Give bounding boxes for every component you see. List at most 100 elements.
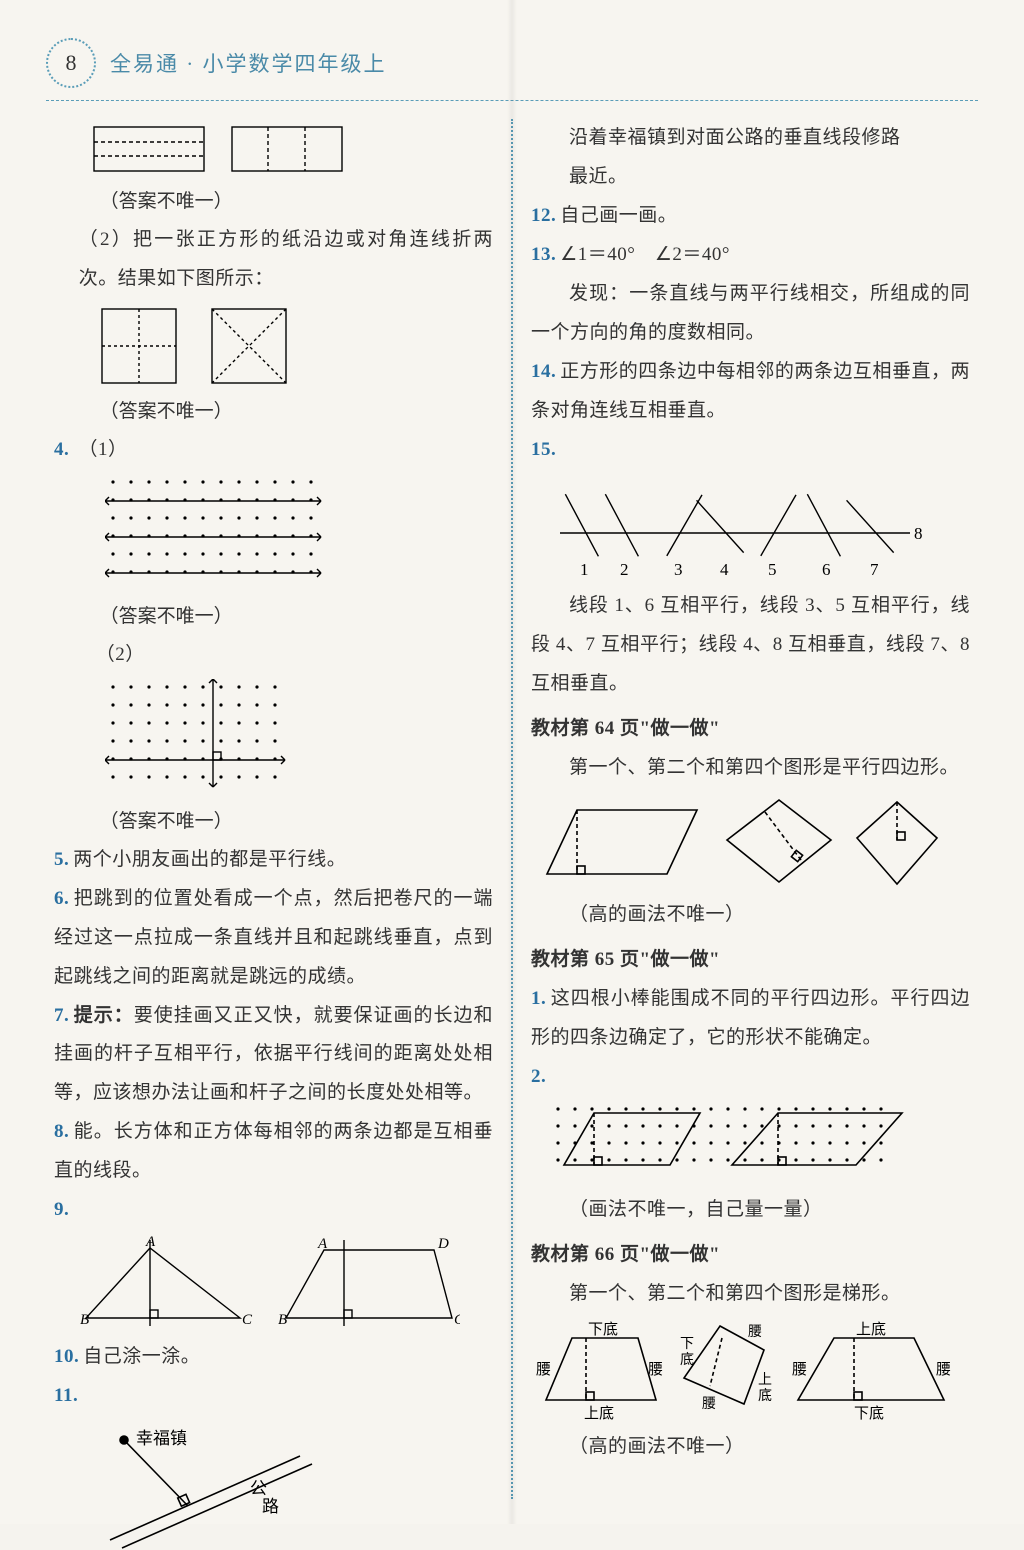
road-label1: 公: [250, 1479, 267, 1498]
svg-text:8: 8: [914, 524, 923, 543]
sec65-q1-num: 1.: [531, 988, 546, 1009]
fig-dotgrid2: [105, 679, 493, 799]
q8-text: 能。长方体和正方体每相邻的两条边都是互相垂直的线段。: [54, 1121, 493, 1181]
svg-text:5: 5: [768, 560, 777, 579]
svg-text:7: 7: [870, 560, 879, 579]
fig-dotgrid1: [105, 474, 493, 594]
sec65-q2-num: 2.: [531, 1066, 546, 1087]
q11-num: 11.: [54, 1385, 78, 1406]
sec66-title: 教材第 66 页"做一做": [531, 1236, 970, 1275]
svg-text:底: 底: [758, 1388, 772, 1404]
caption-fold: （答案不唯一）: [54, 393, 493, 431]
svg-text:腰: 腰: [748, 1325, 762, 1340]
sec65-q1-text: 这四根小棒能围成不同的平行四边形。平行四边形的四条边确定了，它的形状不能确定。: [531, 988, 970, 1048]
sec65-q2-note: （画法不唯一，自己量一量）: [531, 1191, 970, 1230]
q6-text: 把跳到的位置处看成一个点，然后把卷尺的一端经过这一点拉成一条直线并且和起跳线垂直…: [54, 888, 493, 987]
svg-text:D: D: [437, 1236, 449, 1252]
fig-triangles: A B C A D B C: [80, 1234, 493, 1334]
q8: 8.能。长方体和正方体每相邻的两条边都是互相垂直的线段。: [54, 1113, 493, 1191]
page: 8 全易通 · 小学数学四年级上 （答案不唯一）: [0, 0, 1024, 1524]
svg-text:腰: 腰: [702, 1397, 716, 1412]
svg-text:1: 1: [580, 560, 589, 579]
q13-expr: ∠1＝40° ∠2＝40°: [560, 244, 730, 265]
q2-text: （2）把一张正方形的纸沿边或对角连线折两次。结果如下图所示：: [79, 229, 493, 289]
svg-text:上底: 上底: [856, 1321, 886, 1338]
q14-text: 正方形的四条边中每相邻的两条边互相垂直，两条对角连线互相垂直。: [531, 361, 970, 421]
q5: 5.两个小朋友画出的都是平行线。: [54, 841, 493, 880]
q12-num: 12.: [531, 205, 556, 226]
sec64-note: （高的画法不唯一）: [531, 896, 970, 935]
center-fold-shadow: [507, 0, 517, 1524]
svg-text:腰: 腰: [536, 1361, 551, 1378]
q15: 15.: [531, 431, 970, 470]
fig-folded-squares: [92, 303, 493, 389]
q10: 10.自己涂一涂。: [54, 1338, 493, 1377]
right-column: 沿着幸福镇到对面公路的垂直线段修路 最近。 12.自己画一画。 13.∠1＝40…: [513, 119, 978, 1499]
svg-text:上: 上: [758, 1372, 772, 1388]
q9-num: 9.: [54, 1199, 69, 1220]
page-number-circle: 8: [46, 38, 96, 88]
q7: 7.提示：要使挂画又正又快，就要保证画的长边和挂画的杆子互相平行，依据平行线间的…: [54, 997, 493, 1114]
svg-text:3: 3: [674, 560, 683, 579]
caption-rect: （答案不唯一）: [54, 183, 493, 221]
sec64-text: 第一个、第二个和第四个图形是平行四边形。: [531, 749, 970, 788]
q12-text: 自己画一画。: [560, 205, 677, 226]
fig-dotgrid3: [550, 1101, 970, 1187]
q13: 13.∠1＝40° ∠2＝40°: [531, 236, 970, 275]
svg-text:上底: 上底: [584, 1405, 614, 1422]
svg-text:腰: 腰: [792, 1361, 807, 1378]
q4-part2: （2）: [96, 644, 145, 665]
q4-part1: （1）: [79, 439, 128, 460]
svg-text:腰: 腰: [648, 1361, 663, 1378]
svg-text:下底: 下底: [588, 1321, 618, 1338]
book-title: 全易通 · 小学数学四年级上: [110, 48, 387, 78]
q4-2: （2）: [54, 636, 493, 675]
caption-dg1: （答案不唯一）: [54, 598, 493, 636]
q6-num: 6.: [54, 888, 69, 909]
q15-num: 15.: [531, 439, 556, 460]
fig-road: 幸福镇 公 路: [80, 1420, 493, 1550]
svg-text:底: 底: [680, 1352, 694, 1368]
left-column: （答案不唯一） （2）把一张正方形的纸沿边或对角连线折两次。结果如下图所示：: [46, 119, 511, 1499]
svg-text:6: 6: [822, 560, 831, 579]
q13-text: 发现：一条直线与两平行线相交，所组成的同一个方向的角的度数相同。: [531, 275, 970, 353]
sec65-q2: 2.: [531, 1058, 970, 1097]
q14-num: 14.: [531, 361, 556, 382]
sec64-title: 教材第 64 页"做一做": [531, 710, 970, 749]
caption-dg2: （答案不唯一）: [54, 803, 493, 841]
q10-num: 10.: [54, 1346, 79, 1367]
svg-text:腰: 腰: [936, 1361, 951, 1378]
q5-text: 两个小朋友画出的都是平行线。: [73, 849, 346, 870]
q5-num: 5.: [54, 849, 69, 870]
svg-text:A: A: [145, 1234, 156, 1250]
q14: 14.正方形的四条边中每相邻的两条边互相垂直，两条对角连线互相垂直。: [531, 353, 970, 431]
svg-text:C: C: [242, 1312, 253, 1328]
q11: 11.: [54, 1377, 493, 1416]
sec65-title: 教材第 65 页"做一做": [531, 941, 970, 980]
q4-num: 4.: [54, 439, 69, 460]
fig-trapezoids: 下底 腰 腰 上底 下 底 腰 上 底 腰: [534, 1318, 970, 1424]
q15-text: 线段 1、6 互相平行，线段 3、5 互相平行，线段 4、7 互相平行；线段 4…: [531, 587, 970, 704]
q6: 6.把跳到的位置处看成一个点，然后把卷尺的一端经过这一点拉成一条直线并且和起跳线…: [54, 880, 493, 997]
svg-text:A: A: [317, 1236, 328, 1252]
sec65-q1: 1.这四根小棒能围成不同的平行四边形。平行四边形的四条边确定了，它的形状不能确定…: [531, 980, 970, 1058]
r-intro1: 沿着幸福镇到对面公路的垂直线段修路: [531, 119, 970, 158]
q2: （2）把一张正方形的纸沿边或对角连线折两次。结果如下图所示：: [54, 221, 493, 299]
svg-text:B: B: [80, 1312, 89, 1328]
q13-num: 13.: [531, 244, 556, 265]
town-label: 幸福镇: [136, 1429, 187, 1448]
svg-text:4: 4: [720, 560, 729, 579]
page-number: 8: [66, 50, 77, 76]
q12: 12.自己画一画。: [531, 197, 970, 236]
fig-parallelograms: [541, 792, 970, 892]
fig-rectangles: [92, 123, 493, 179]
fig-numberline: 8 1 2 3 4 5 6 7: [550, 473, 970, 583]
sec66-text: 第一个、第二个和第四个图形是梯形。: [531, 1275, 970, 1314]
svg-text:B: B: [278, 1312, 287, 1328]
svg-text:2: 2: [620, 560, 629, 579]
q8-num: 8.: [54, 1121, 69, 1142]
sec66-note: （高的画法不唯一）: [531, 1428, 970, 1467]
svg-text:下底: 下底: [854, 1405, 884, 1422]
q4: 4. （1）: [54, 431, 493, 470]
q7-num: 7.: [54, 1005, 69, 1026]
